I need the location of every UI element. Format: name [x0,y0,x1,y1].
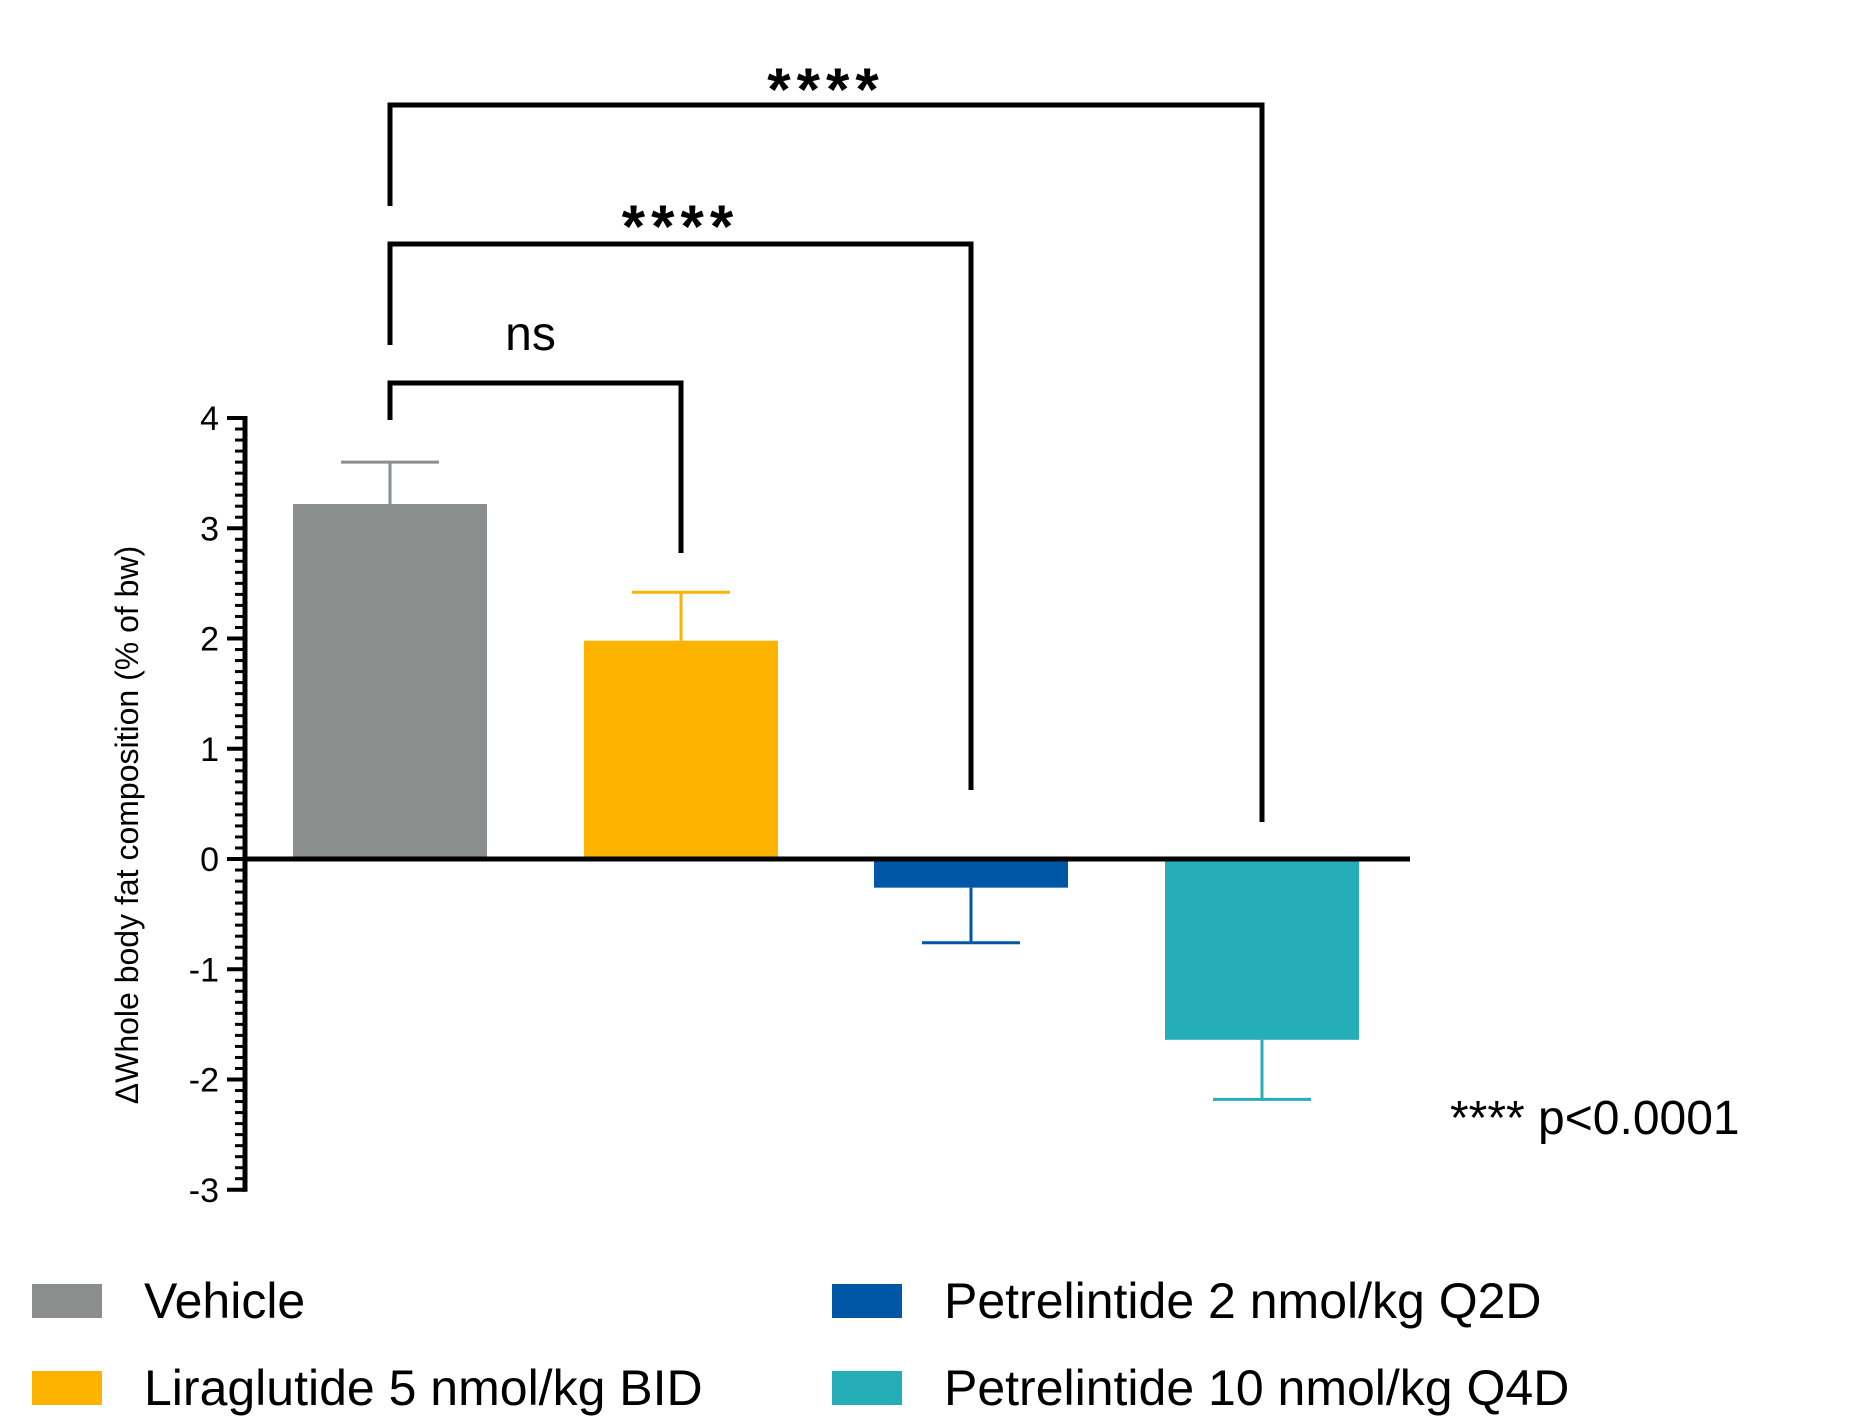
significance-label: **** [622,193,739,260]
legend-label-petrelintide-10: Petrelintide 10 nmol/kg Q4D [944,1360,1570,1416]
y-tick-label: -1 [189,951,219,989]
legend-item-vehicle: Vehicle [32,1272,305,1330]
legend-item-petrelintide-2: Petrelintide 2 nmol/kg Q2D [832,1272,1542,1330]
bar [874,859,1068,888]
significance-bracket [387,380,684,553]
bar [293,503,487,859]
significance-label: ns [505,308,556,361]
y-tick-label: -2 [189,1062,219,1100]
bars [243,460,1410,1101]
legend-label-vehicle: Vehicle [144,1273,306,1329]
y-tick-label: -3 [189,1172,219,1210]
legend-label-petrelintide-2: Petrelintide 2 nmol/kg Q2D [944,1273,1542,1329]
significance-bracket [387,102,1265,822]
y-tick-label: 3 [200,510,219,548]
y-axis: 4 3 2 1 0 -1 -2 -3 [189,400,248,1210]
significance-bracket [387,241,974,790]
bar [1165,859,1359,1040]
significance-label: **** [767,56,884,123]
legend-swatch-petrelintide-10 [832,1371,902,1405]
y-tick-label: 1 [200,731,219,769]
legend-item-petrelintide-10: Petrelintide 10 nmol/kg Q4D [832,1359,1569,1417]
legend-swatch-vehicle [32,1284,102,1318]
bar [584,640,778,859]
bar-chart: 4 3 2 1 0 -1 -2 -3 ns **** **** ΔWhole body fat c… [109,56,1740,1210]
legend-item-liraglutide: Liraglutide 5 nmol/kg BID [32,1359,703,1417]
y-tick-label: 2 [200,621,219,659]
legend-swatch-liraglutide [32,1371,102,1405]
y-tick-label: 4 [200,400,219,438]
y-axis-label: ΔWhole body fat composition (% of bw) [109,546,145,1105]
y-tick-label: 0 [200,841,219,879]
legend-label-liraglutide: Liraglutide 5 nmol/kg BID [144,1360,703,1416]
legend-swatch-petrelintide-2 [832,1284,902,1318]
significance-footnote: **** p<0.0001 [1450,1092,1740,1145]
significance-brackets: ns **** **** [387,56,1265,822]
